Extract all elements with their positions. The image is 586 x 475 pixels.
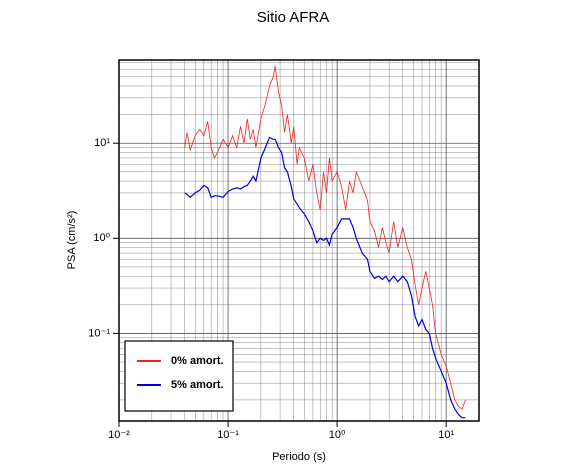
y-tick-label: 10⁻¹ [88,327,110,339]
x-tick-label: 10¹ [438,429,454,441]
legend-label: 5% amort. [171,379,224,391]
series-line [184,65,466,410]
y-tick-label: 10¹ [94,137,110,149]
x-axis-title: Periodo (s) [272,451,326,463]
x-tick-label: 10⁻² [108,429,130,441]
legend-box [124,340,234,412]
legend-label: 0% amort. [171,355,224,367]
y-tick-label: 10⁰ [93,232,110,244]
chart-title: Sitio AFRA [257,9,330,26]
x-tick-label: 10⁻¹ [217,429,239,441]
plot-frame [118,59,480,422]
series-line [184,136,466,419]
y-axis-title: PSA (cm/s²) [66,211,78,270]
x-tick-label: 10⁰ [329,429,346,441]
